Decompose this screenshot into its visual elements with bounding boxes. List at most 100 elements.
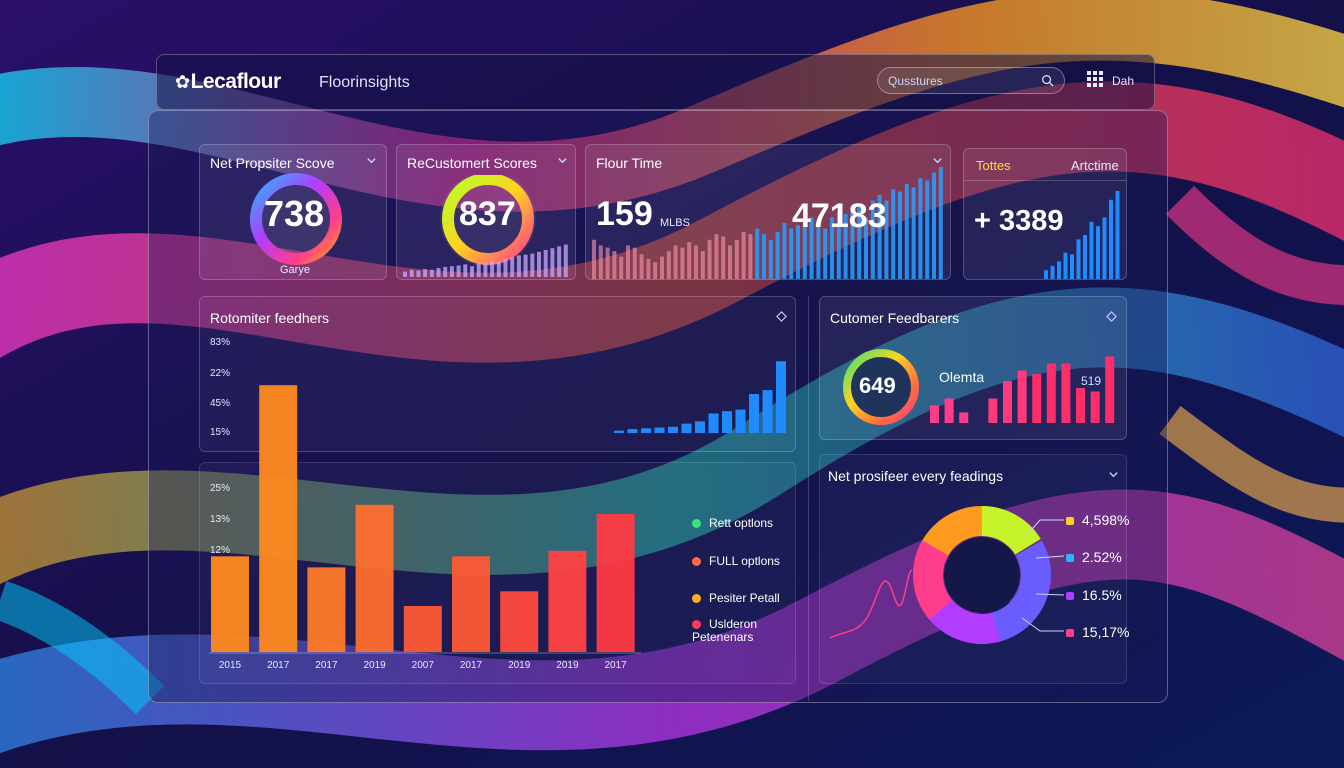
mini-bar <box>714 234 719 279</box>
nps-value: 738 <box>264 193 325 234</box>
bar[interactable] <box>211 556 249 652</box>
mini-bar <box>557 246 562 277</box>
mini-bar <box>592 239 596 279</box>
mini-bar <box>1089 221 1094 279</box>
mini-bar <box>687 242 692 279</box>
leaf-icon: ✿ <box>175 72 190 92</box>
mini-bar <box>707 239 712 279</box>
bar[interactable] <box>500 591 539 652</box>
flour-value-b: 47183 <box>792 197 887 235</box>
mini-bar <box>516 255 521 277</box>
chevron-down-icon[interactable] <box>1108 469 1119 480</box>
mini-bar <box>925 180 930 279</box>
mini-bar <box>809 217 814 279</box>
search-box[interactable] <box>877 67 1065 94</box>
bar[interactable] <box>307 567 346 652</box>
donut-legend-item: 2.52% <box>1066 549 1122 565</box>
mini-bar <box>1090 391 1100 423</box>
nps-sub-label: Garye <box>280 264 310 276</box>
mini-bar <box>619 256 624 279</box>
totals-card[interactable]: Tottes Artctime + 3389 <box>963 148 1127 280</box>
mini-bar <box>836 211 841 279</box>
customer-mini-bars <box>403 244 568 277</box>
mini-bar <box>1032 374 1042 423</box>
chevron-down-icon[interactable] <box>932 155 943 166</box>
rotometer-bar-chart: 25% 13% 12% <box>199 462 796 684</box>
mini-bar <box>1063 252 1068 279</box>
mini-bar <box>443 266 448 277</box>
flour-time-card[interactable]: Flour Time 159 MLBS 47183 <box>585 144 951 280</box>
search-input[interactable] <box>888 73 1038 89</box>
bar[interactable] <box>259 385 298 652</box>
flour-unit-a: MLBS <box>660 217 690 229</box>
y-tick: 13% <box>210 514 231 525</box>
bar[interactable] <box>403 606 442 652</box>
x-tick-label: 2017 <box>267 660 290 671</box>
brand-logo[interactable]: ✿Lecaflour <box>175 70 281 94</box>
totals-bars <box>1044 191 1120 279</box>
mini-bar <box>470 266 474 277</box>
mini-bar <box>864 217 868 279</box>
mini-bar <box>694 245 698 279</box>
donut-legend-item: 15,17% <box>1066 624 1129 640</box>
mini-bar <box>904 183 909 279</box>
x-tick-label: 2017 <box>315 660 338 671</box>
diamond-icon[interactable] <box>776 311 787 322</box>
mini-bar <box>543 250 548 277</box>
main-bar-chart: 2015 2017 2017 2019 2007 2017 2019 2019 2017 <box>209 385 641 671</box>
donut-slice <box>913 506 1051 644</box>
bar[interactable] <box>548 550 587 652</box>
legend-dot <box>692 594 701 603</box>
mini-bar <box>627 429 638 433</box>
mini-bar <box>550 248 555 277</box>
chevron-down-icon[interactable] <box>557 155 568 166</box>
tab-totals[interactable]: Tottes <box>976 158 1011 173</box>
x-tick-label: 2007 <box>412 660 435 671</box>
mini-bar <box>789 228 794 279</box>
chevron-down-icon[interactable] <box>366 155 377 166</box>
mini-bar <box>456 265 461 277</box>
mini-bar <box>735 409 746 433</box>
mini-bar <box>632 247 637 279</box>
donut-legend-label: 16.5% <box>1082 587 1122 603</box>
mini-bar <box>748 234 753 279</box>
mini-bar <box>666 251 671 279</box>
mini-bar <box>1017 370 1027 423</box>
mini-bar <box>503 259 508 277</box>
donut-chart <box>829 506 1065 644</box>
mini-bar <box>762 234 766 279</box>
mini-bar <box>932 172 936 279</box>
nps-card[interactable]: Net Propsiter Scove 738 Garye <box>199 144 387 280</box>
x-tick-label: 2017 <box>604 660 627 671</box>
legend-dot <box>692 519 701 528</box>
legend-dot <box>692 620 701 629</box>
mini-bar <box>1003 381 1012 423</box>
dashboard-link[interactable]: Dah <box>1112 74 1135 88</box>
mini-bar <box>490 260 495 277</box>
mini-bar <box>722 411 732 433</box>
legend-dot <box>692 557 701 566</box>
flour-value-a: 159 <box>596 195 653 233</box>
donut-card[interactable]: Net prosifeer every feadings <box>819 454 1127 684</box>
search-icon[interactable] <box>1041 74 1054 87</box>
mini-bar <box>843 214 848 279</box>
mini-bar <box>898 191 902 279</box>
donut-legend-label: 4,598% <box>1082 512 1130 528</box>
bar[interactable] <box>355 504 394 652</box>
mini-bar <box>1102 217 1107 279</box>
customer-feedback-card[interactable]: Cutomer Feedbarers 649 Olemta 519 <box>819 296 1127 440</box>
x-tick-label: 2019 <box>556 660 579 671</box>
bar[interactable] <box>452 556 490 652</box>
mini-bar <box>823 228 828 279</box>
mini-bar <box>782 223 787 279</box>
customer-score-card[interactable]: ReCustomert Scores 837 <box>396 144 576 280</box>
grid-icon[interactable] <box>1087 71 1103 87</box>
mini-bar <box>639 254 644 279</box>
mini-bar <box>563 244 568 277</box>
bar[interactable] <box>596 514 635 652</box>
mini-bar <box>884 200 889 279</box>
donut-hole <box>944 537 1020 613</box>
mini-bar <box>641 428 651 433</box>
diamond-icon[interactable] <box>1106 311 1117 322</box>
tab-activetime[interactable]: Artctime <box>1071 158 1119 173</box>
